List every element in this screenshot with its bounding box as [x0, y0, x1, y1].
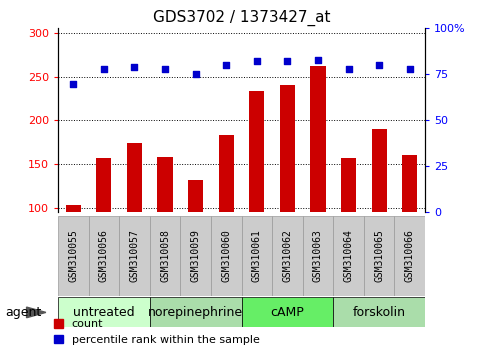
Text: GSM310058: GSM310058: [160, 229, 170, 282]
Bar: [364, 216, 395, 296]
Point: [253, 59, 261, 64]
Point: [314, 57, 322, 62]
Point: [100, 66, 108, 72]
Point: [375, 62, 383, 68]
Point: [70, 81, 77, 86]
Text: GSM310061: GSM310061: [252, 229, 262, 282]
Point: [406, 66, 413, 72]
Bar: [242, 216, 272, 296]
Text: GSM310059: GSM310059: [191, 229, 200, 282]
Text: GSM310055: GSM310055: [68, 229, 78, 282]
Text: GSM310066: GSM310066: [405, 229, 415, 282]
Text: forskolin: forskolin: [353, 306, 406, 319]
Bar: [58, 297, 150, 327]
Point: [345, 66, 353, 72]
Bar: [119, 216, 150, 296]
Text: norepinephrine: norepinephrine: [148, 306, 243, 319]
Text: GSM310057: GSM310057: [129, 229, 140, 282]
Bar: [150, 216, 180, 296]
Bar: [333, 297, 425, 327]
Bar: [402, 155, 417, 296]
Bar: [272, 216, 303, 296]
Bar: [180, 216, 211, 296]
Point: [192, 72, 199, 77]
Point: [161, 66, 169, 72]
Point: [130, 64, 138, 70]
Bar: [280, 85, 295, 296]
Point: [284, 59, 291, 64]
Text: GSM310060: GSM310060: [221, 229, 231, 282]
Bar: [58, 216, 88, 296]
Bar: [188, 180, 203, 296]
Bar: [303, 216, 333, 296]
Text: untreated: untreated: [73, 306, 135, 319]
Text: cAMP: cAMP: [270, 306, 304, 319]
Bar: [395, 216, 425, 296]
Text: GSM310063: GSM310063: [313, 229, 323, 282]
Bar: [157, 157, 173, 296]
Bar: [341, 158, 356, 296]
Bar: [127, 143, 142, 296]
Bar: [150, 297, 242, 327]
Text: agent: agent: [5, 306, 41, 319]
Bar: [371, 129, 387, 296]
Bar: [249, 91, 265, 296]
Bar: [311, 66, 326, 296]
Text: GSM310064: GSM310064: [343, 229, 354, 282]
Bar: [333, 216, 364, 296]
Bar: [219, 135, 234, 296]
Bar: [211, 216, 242, 296]
Bar: [88, 216, 119, 296]
Legend: count, percentile rank within the sample: count, percentile rank within the sample: [54, 319, 259, 345]
Point: [222, 62, 230, 68]
Title: GDS3702 / 1373427_at: GDS3702 / 1373427_at: [153, 9, 330, 25]
Bar: [242, 297, 333, 327]
Text: GSM310065: GSM310065: [374, 229, 384, 282]
Polygon shape: [27, 307, 46, 318]
Bar: [66, 205, 81, 296]
Text: GSM310056: GSM310056: [99, 229, 109, 282]
Text: GSM310062: GSM310062: [283, 229, 292, 282]
Bar: [96, 158, 112, 296]
